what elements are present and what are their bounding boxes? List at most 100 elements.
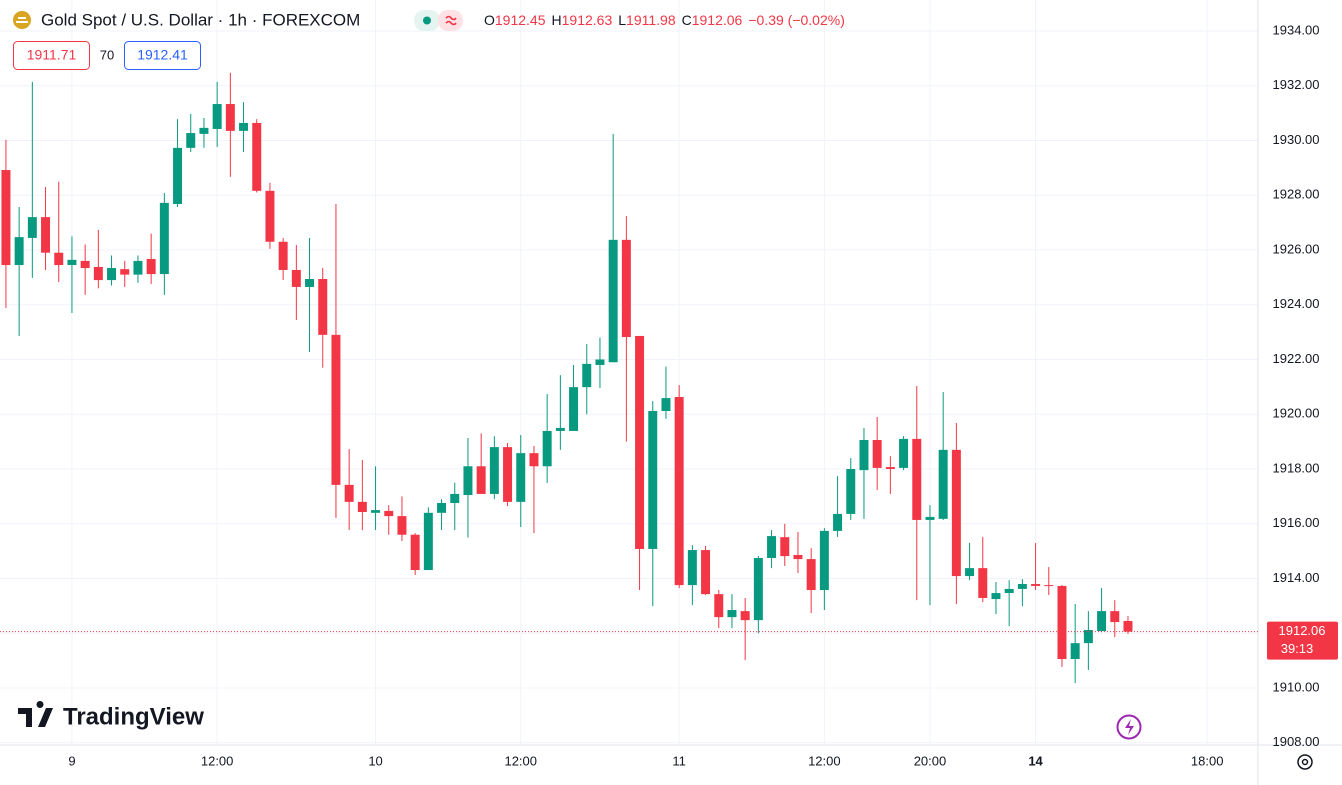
candle-body (397, 516, 407, 535)
market-status-dot (423, 16, 431, 25)
candle-body (780, 537, 790, 557)
y-tick-label: 1934.00 (1273, 22, 1320, 37)
settings-icon-core (1301, 758, 1309, 766)
data-delay-glyph (445, 15, 457, 26)
candle-body (41, 217, 51, 253)
x-tick-label: 12:00 (504, 753, 537, 768)
candle-body (437, 502, 447, 513)
candle-body (925, 516, 935, 520)
logo-icon (18, 701, 53, 727)
candle-body (93, 266, 103, 281)
y-tick-label: 1930.00 (1273, 132, 1320, 147)
candle-body (173, 147, 183, 204)
x-tick-label: 11 (672, 753, 686, 768)
symbol-icon (13, 11, 31, 29)
y-tick-label: 1920.00 (1273, 406, 1320, 421)
candle-body (661, 398, 671, 411)
candle-body (265, 190, 275, 242)
ohlc-legend: O1912.45 H1912.63 L1911.98 C1912.06 −0.39 (−… (484, 12, 845, 28)
candle-body (859, 439, 869, 471)
candle-body (899, 438, 909, 468)
grid (0, 0, 1258, 745)
candle-body (27, 217, 37, 238)
y-tick-label: 1928.00 (1273, 187, 1320, 202)
candle-body (225, 104, 235, 131)
candle-body (714, 594, 724, 618)
candle-body (793, 554, 803, 560)
candle-body (1097, 611, 1107, 632)
x-tick-label: 10 (368, 753, 382, 768)
candle-body (687, 550, 697, 586)
x-tick-label: 14 (1028, 753, 1043, 768)
candle-body (291, 269, 301, 287)
ohlc-letter: H (552, 12, 562, 28)
sell-box[interactable] (13, 41, 90, 70)
candle-body (701, 550, 711, 595)
symbol-icon-glyph (16, 17, 28, 23)
candle-body (846, 469, 856, 514)
candle-body (529, 453, 539, 467)
ohlc-letter: C (682, 12, 692, 28)
candle-body (1070, 643, 1080, 660)
candle-body (54, 252, 64, 266)
y-tick-label: 1924.00 (1273, 296, 1320, 311)
candle-body (133, 260, 143, 275)
candle-body (753, 557, 763, 621)
candle-body (516, 453, 526, 502)
x-tick-label: 9 (68, 753, 75, 768)
candle-body (212, 104, 222, 129)
ohlc-letter: O (484, 12, 495, 28)
candle-body (621, 239, 631, 338)
candle-body (648, 410, 658, 549)
candle-body (1017, 584, 1027, 589)
candle-body (595, 359, 605, 365)
x-tick-label: 12:00 (201, 753, 234, 768)
data-delay-badge[interactable] (438, 10, 463, 31)
y-tick-label: 1918.00 (1273, 460, 1320, 475)
candle-body (991, 593, 1001, 600)
candle-body (1057, 585, 1067, 660)
candle-body (951, 449, 961, 577)
y-tick-label: 1926.00 (1273, 241, 1320, 256)
candle-body (14, 237, 24, 266)
y-tick-label: 1932.00 (1273, 77, 1320, 92)
candle-body (199, 127, 209, 134)
candle-body (1044, 585, 1054, 587)
symbol-title[interactable]: Gold Spot / U.S. Dollar · 1h · FOREXCOM (41, 10, 360, 29)
candle-body (357, 501, 367, 512)
alert-glyph (1125, 719, 1134, 735)
candle-body (1110, 611, 1120, 623)
candle-body (727, 610, 737, 618)
buy-box[interactable] (124, 41, 201, 70)
settings-icon[interactable] (1297, 754, 1313, 770)
ohlc-value: 1911.98 (626, 12, 676, 28)
logo-text[interactable]: TradingView (63, 703, 204, 730)
y-tick-label: 1908.00 (1273, 734, 1320, 749)
candle-body (582, 363, 592, 388)
candle-body (885, 467, 895, 470)
candle-body (489, 447, 499, 494)
candle-body (1004, 588, 1014, 594)
ohlc-value: 1912.63 (562, 12, 613, 28)
y-tick-label: 1910.00 (1273, 679, 1320, 694)
spread: 70 (100, 47, 114, 62)
candle-body (476, 466, 486, 494)
candle-body (503, 447, 513, 502)
x-tick-label: 18:00 (1191, 753, 1224, 768)
bid-price: 1911.71 (27, 47, 77, 63)
ohlc-value: 1912.45 (495, 12, 546, 28)
candle-body (872, 439, 882, 468)
y-tick-label: 1914.00 (1273, 570, 1320, 585)
change-value: −0.39 (−0.02%) (748, 12, 845, 28)
candle-body (912, 438, 922, 520)
candle-body (833, 513, 843, 531)
ohlc-letter: L (618, 12, 626, 28)
candle-body (318, 278, 328, 335)
candle-body (384, 510, 394, 517)
candle-body (305, 278, 315, 287)
candle-body (1123, 620, 1133, 632)
candle-body (239, 122, 249, 131)
candle-body (252, 122, 262, 191)
